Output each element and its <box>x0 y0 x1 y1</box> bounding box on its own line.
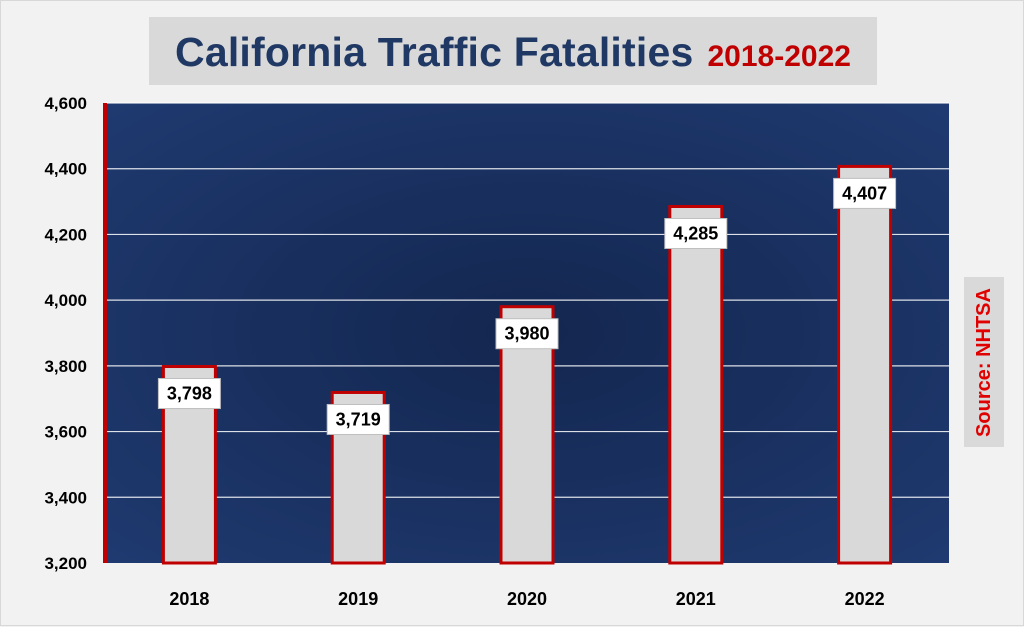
y-tick-label: 3,800 <box>44 357 87 376</box>
x-category-label: 2018 <box>169 589 209 609</box>
data-label-box <box>833 177 897 209</box>
source-text: Source: NHTSA <box>972 287 995 437</box>
y-tick-label: 4,000 <box>44 291 87 310</box>
y-tick-label: 3,200 <box>44 554 87 573</box>
data-label-box <box>495 318 559 350</box>
data-label: 3,719 <box>336 409 381 429</box>
bar <box>837 164 893 565</box>
y-tick-label: 4,400 <box>44 160 87 179</box>
source-note: Source: NHTSA <box>964 277 1004 447</box>
data-label: 4,285 <box>673 224 718 244</box>
chart-title-years: 2018-2022 <box>707 40 851 73</box>
y-axis-ticks: 3,200 3,400 3,600 3,800 4,000 4,200 4,400 4,600 <box>44 94 87 573</box>
chart-title: California Traffic Fatalities 2018-2022 <box>149 17 877 85</box>
data-label-box <box>664 218 728 249</box>
data-label-box <box>157 378 221 410</box>
data-label-box <box>326 403 390 435</box>
x-category-label: 2020 <box>507 589 547 609</box>
x-category-label: 2019 <box>338 589 378 609</box>
y-tick-label: 3,600 <box>44 423 87 442</box>
y-tick-label: 3,400 <box>44 488 87 507</box>
data-label: 3,798 <box>167 384 212 404</box>
x-category-label: 2022 <box>845 589 885 609</box>
x-axis-categories: 2018 2019 2020 2021 2022 <box>169 589 884 609</box>
data-label: 4,407 <box>842 183 887 203</box>
bar <box>668 205 724 565</box>
data-label: 3,980 <box>504 324 549 344</box>
data-labels: 3,798 3,719 3,980 4,285 4,407 <box>157 177 897 435</box>
y-tick-label: 4,200 <box>44 225 87 244</box>
bar <box>499 305 555 565</box>
x-category-label: 2021 <box>676 589 716 609</box>
chart-title-main: California Traffic Fatalities <box>175 29 694 75</box>
y-tick-label: 4,600 <box>44 94 87 113</box>
